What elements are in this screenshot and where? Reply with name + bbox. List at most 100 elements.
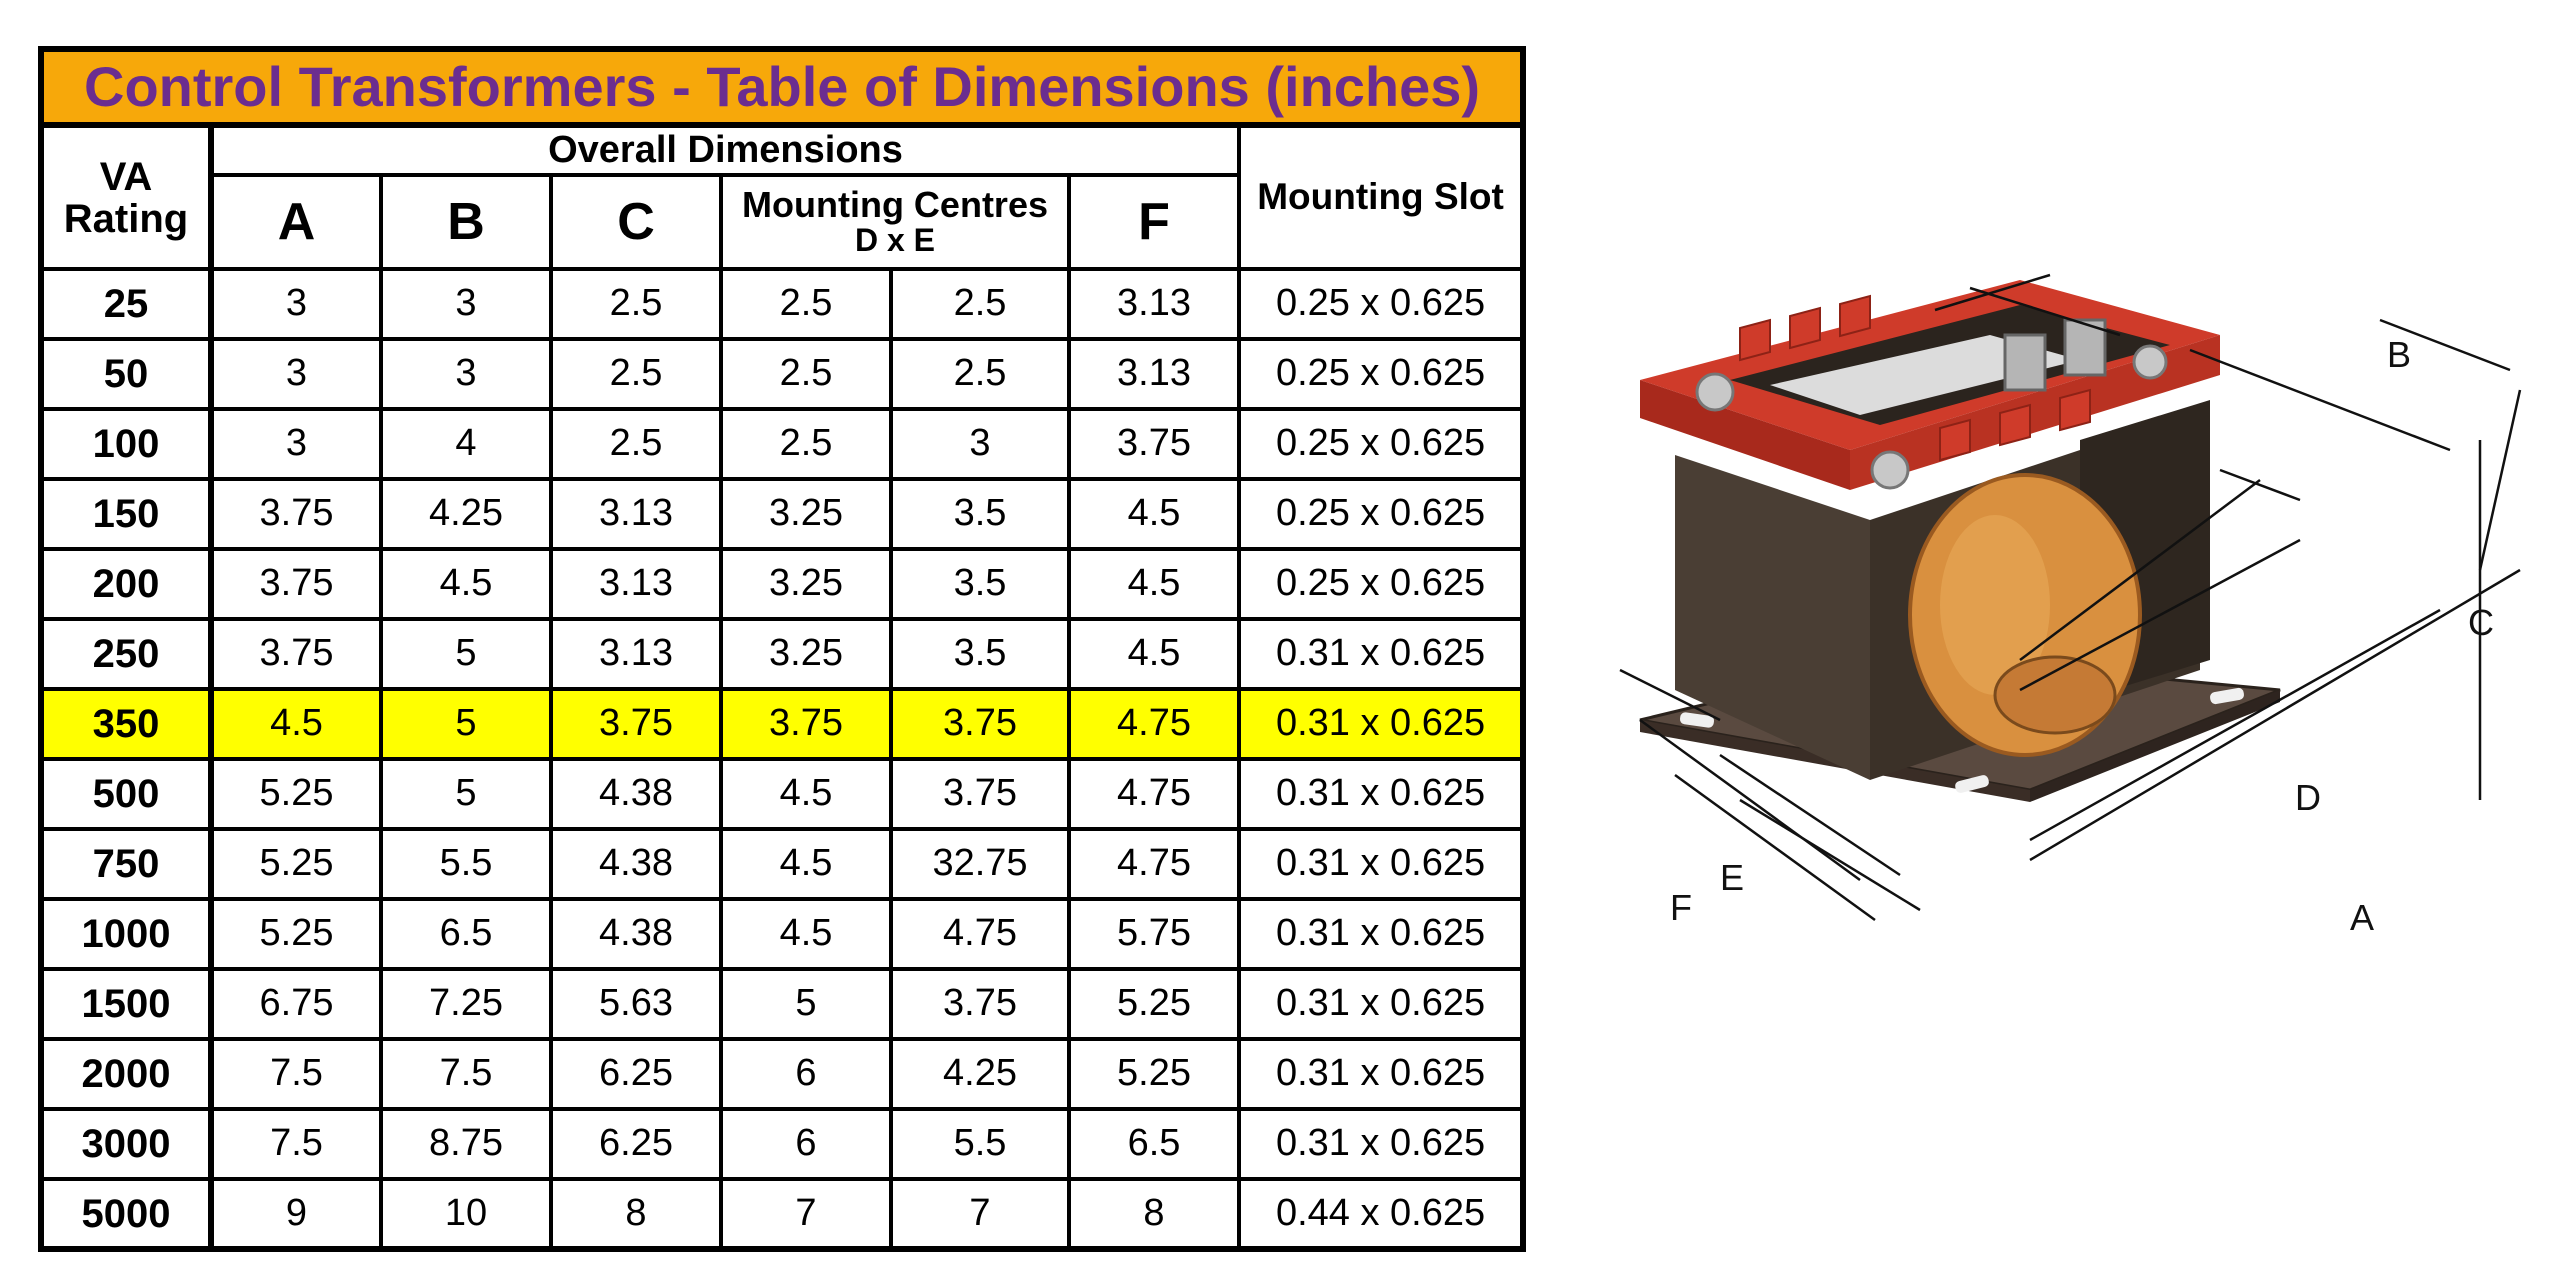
va-rating-cell: 150 <box>38 477 214 551</box>
dim-f-cell: 4.75 <box>1067 687 1241 761</box>
mounting-slot-cell: 0.25 x 0.625 <box>1236 547 1527 621</box>
table-row: 5000 9 10 8 7 7 8 0.44 x 0.625 <box>38 1177 1527 1252</box>
dim-f-cell: 5.25 <box>1067 967 1241 1041</box>
va-rating-cell: 25 <box>38 267 214 341</box>
dim-f-cell: 5.25 <box>1067 1037 1241 1111</box>
dim-a-cell: 3 <box>209 267 383 341</box>
dim-d-cell: 2.5 <box>719 337 893 411</box>
dim-d-cell: 4.5 <box>719 827 893 901</box>
dim-c-cell: 2.5 <box>549 407 723 481</box>
label-e: E <box>1720 857 1744 898</box>
mounting-slot-cell: 0.25 x 0.625 <box>1236 407 1527 481</box>
table-row: 3000 7.5 8.75 6.25 6 5.5 6.5 0.31 x 0.625 <box>38 1107 1527 1181</box>
dim-f-cell: 4.75 <box>1067 827 1241 901</box>
screw-icon <box>1695 372 1735 412</box>
dim-c-cell: 2.5 <box>549 337 723 411</box>
va-rating-cell: 500 <box>38 757 214 831</box>
va-rating-cell: 250 <box>38 617 214 691</box>
dim-e-cell: 2.5 <box>889 337 1071 411</box>
dim-e-cell: 4.75 <box>889 897 1071 971</box>
dim-e-cell: 3.75 <box>889 757 1071 831</box>
dim-a-cell: 5.25 <box>209 897 383 971</box>
table-row: 250 3.75 5 3.13 3.25 3.5 4.5 0.31 x 0.625 <box>38 617 1527 691</box>
dim-e-cell: 3.5 <box>889 617 1071 691</box>
dim-a-cell: 3 <box>209 337 383 411</box>
mounting-slot-cell: 0.31 x 0.625 <box>1236 687 1527 761</box>
va-rating-cell: 750 <box>38 827 214 901</box>
mounting-slot-cell: 0.31 x 0.625 <box>1236 897 1527 971</box>
overall-dimensions-header: Overall Dimensions <box>209 123 1241 177</box>
col-a-header: A <box>209 173 383 271</box>
table-row: 100 3 4 2.5 2.5 3 3.75 0.25 x 0.625 <box>38 407 1527 481</box>
label-b: B <box>2387 334 2411 375</box>
dim-c-cell: 3.13 <box>549 477 723 551</box>
dimension-lines <box>1619 273 2522 912</box>
dim-d-cell: 4.5 <box>719 897 893 971</box>
screw-icon <box>1870 450 1910 490</box>
mounting-slot-cell: 0.31 x 0.625 <box>1236 757 1527 831</box>
dim-b-cell: 7.5 <box>379 1037 553 1111</box>
va-rating-cell: 2000 <box>38 1037 214 1111</box>
dim-a-cell: 7.5 <box>209 1037 383 1111</box>
dim-b-cell: 4.25 <box>379 477 553 551</box>
mounting-slot-cell: 0.25 x 0.625 <box>1236 267 1527 341</box>
dim-c-cell: 3.13 <box>549 617 723 691</box>
dim-e-cell: 3.75 <box>889 967 1071 1041</box>
mounting-centres-header: Mounting Centres D x E <box>719 173 1071 271</box>
dim-e-cell: 2.5 <box>889 267 1071 341</box>
dim-c-cell: 4.38 <box>549 757 723 831</box>
dim-a-cell: 5.25 <box>209 827 383 901</box>
label-f: F <box>1670 887 1692 928</box>
mounting-slot-cell: 0.31 x 0.625 <box>1236 827 1527 901</box>
dim-f-cell: 3.13 <box>1067 337 1241 411</box>
dim-e-cell: 7 <box>889 1177 1071 1252</box>
dim-a-cell: 3.75 <box>209 477 383 551</box>
core-left-face <box>1675 455 1870 780</box>
dim-f-cell: 4.5 <box>1067 477 1241 551</box>
dim-b-cell: 4.5 <box>379 547 553 621</box>
nameplate <box>1770 335 2080 415</box>
mounting-slot-icon <box>1679 712 1715 728</box>
dim-d-cell: 5 <box>719 967 893 1041</box>
dim-b-cell: 7.25 <box>379 967 553 1041</box>
mounting-slot-cell: 0.25 x 0.625 <box>1236 337 1527 411</box>
mounting-slot-cell: 0.31 x 0.625 <box>1236 967 1527 1041</box>
dim-b-cell: 5 <box>379 757 553 831</box>
mounting-centres-line2: D x E <box>854 222 936 259</box>
terminal-fins <box>1739 294 2091 462</box>
table-row: 50 3 3 2.5 2.5 2.5 3.13 0.25 x 0.625 <box>38 337 1527 411</box>
va-rating-cell: 200 <box>38 547 214 621</box>
mounting-slot-cell: 0.31 x 0.625 <box>1236 1107 1527 1181</box>
dim-c-cell: 2.5 <box>549 267 723 341</box>
dim-d-cell: 7 <box>719 1177 893 1252</box>
dim-e-cell: 4.25 <box>889 1037 1071 1111</box>
dim-f-cell: 3.13 <box>1067 267 1241 341</box>
va-rating-cell: 3000 <box>38 1107 214 1181</box>
dim-c-cell: 8 <box>549 1177 723 1252</box>
dim-d-cell: 3.25 <box>719 547 893 621</box>
va-rating-cell: 1500 <box>38 967 214 1041</box>
dim-d-cell: 6 <box>719 1037 893 1111</box>
table-row: 1000 5.25 6.5 4.38 4.5 4.75 5.75 0.31 x 0.625 <box>38 897 1527 971</box>
dim-e-cell: 32.75 <box>889 827 1071 901</box>
col-f-header: F <box>1067 173 1241 271</box>
dim-b-cell: 3 <box>379 267 553 341</box>
va-rating-cell: 1000 <box>38 897 214 971</box>
red-frame-side <box>1640 380 1850 490</box>
dim-e-cell: 3.75 <box>889 687 1071 761</box>
dim-c-cell: 4.38 <box>549 897 723 971</box>
transformer-diagram: B C A D E F <box>1619 273 2522 938</box>
dim-c-cell: 6.25 <box>549 1037 723 1111</box>
va-rating-cell: 350 <box>38 687 214 761</box>
label-d: D <box>2295 777 2321 818</box>
table-title: Control Transformers - Table of Dimensio… <box>37 46 1527 128</box>
mounting-slot-cell: 0.44 x 0.625 <box>1236 1177 1527 1252</box>
dim-c-cell: 3.13 <box>549 547 723 621</box>
label-a: A <box>2350 897 2374 938</box>
dim-a-cell: 3.75 <box>209 617 383 691</box>
dim-b-cell: 5 <box>379 687 553 761</box>
dimension-arrows <box>1674 286 2482 922</box>
dim-f-cell: 4.5 <box>1067 617 1241 691</box>
col-c-header: C <box>549 173 723 271</box>
dim-c-cell: 6.25 <box>549 1107 723 1181</box>
